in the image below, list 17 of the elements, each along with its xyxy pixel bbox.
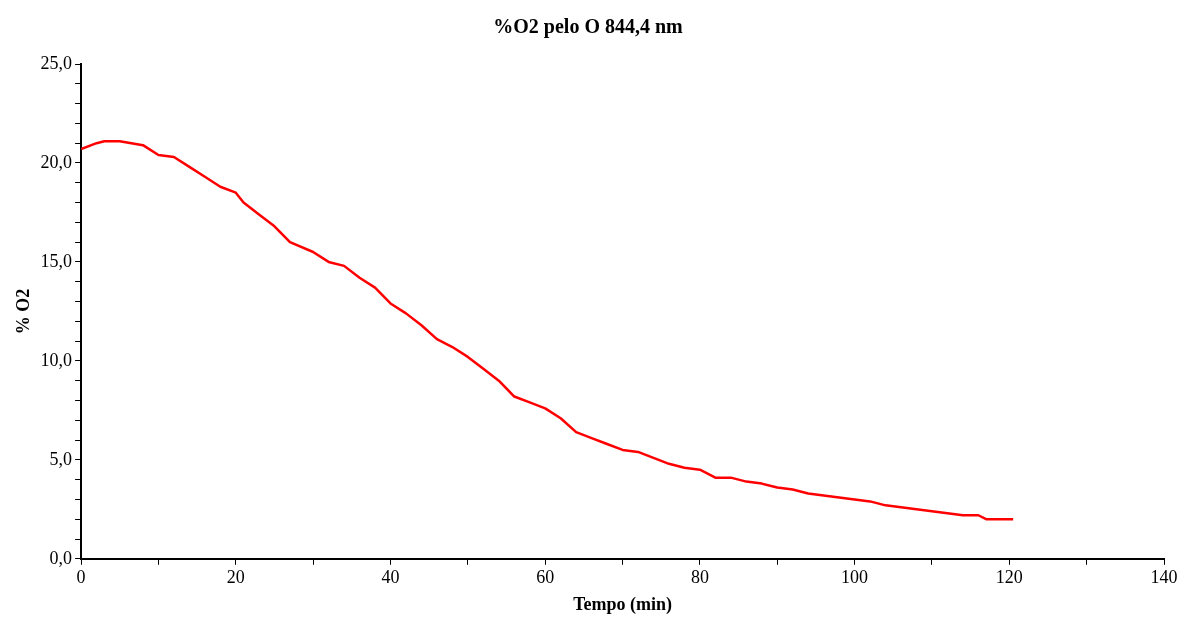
- y-tick-label: 25,0: [40, 52, 73, 73]
- y-tick-label: 15,0: [40, 250, 73, 271]
- chart-title: %O2 pelo O 844,4 nm: [493, 15, 684, 39]
- x-tick-label: 140: [1150, 567, 1178, 588]
- y-tick-label: 20,0: [40, 151, 73, 172]
- x-tick-label: 60: [536, 567, 555, 588]
- x-tick-label: 80: [690, 567, 709, 588]
- x-tick-label: 40: [381, 567, 400, 588]
- x-axis-title: Tempo (min): [573, 593, 672, 615]
- y-tick-label: 0,0: [49, 547, 73, 568]
- y-tick-label: 5,0: [49, 448, 73, 469]
- x-tick-label: 20: [226, 567, 245, 588]
- y-axis-title: % O2: [13, 288, 34, 335]
- x-tick-label: 0: [76, 567, 86, 588]
- x-tick-label: 100: [841, 567, 869, 588]
- y-tick-label: 10,0: [40, 349, 73, 370]
- x-tick-label: 120: [995, 567, 1023, 588]
